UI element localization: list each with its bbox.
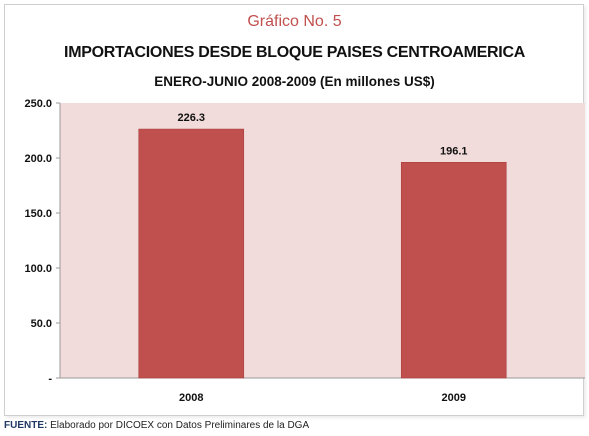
source-label: FUENTE: <box>4 420 48 431</box>
y-tick-label: 250.0 <box>24 98 52 110</box>
y-tick-label: 50.0 <box>31 318 52 330</box>
bar <box>400 161 507 379</box>
data-label: 196.1 <box>440 145 468 157</box>
chart-subtitle: ENERO-JUNIO 2008-2009 (En millones US$) <box>154 74 435 89</box>
data-label: 226.3 <box>177 112 205 124</box>
y-tick-label: 100.0 <box>24 263 52 275</box>
chart-title: IMPORTACIONES DESDE BLOQUE PAISES CENTRO… <box>64 44 525 61</box>
source-text: Elaborado por DICOEX con Datos Prelimina… <box>47 420 310 431</box>
y-tick-label: 150.0 <box>24 208 52 220</box>
source-note: FUENTE: Elaborado por DICOEX con Datos P… <box>4 420 309 431</box>
y-tick-label: 200.0 <box>24 153 52 165</box>
x-tick-label: 2009 <box>442 392 466 404</box>
chart-number: Gráfico No. 5 <box>247 13 342 30</box>
bar <box>138 128 245 379</box>
x-tick-label: 2008 <box>179 392 203 404</box>
y-tick-label: - <box>48 373 52 385</box>
